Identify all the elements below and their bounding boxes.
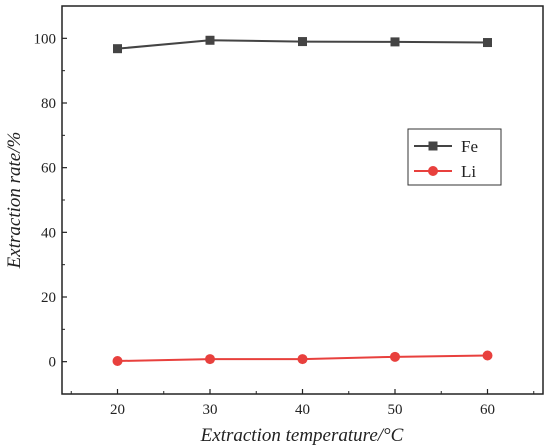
x-tick-label: 60 (480, 402, 495, 418)
series-layer (112, 35, 493, 367)
x-tick-label: 20 (110, 402, 125, 418)
series-fe-point (298, 37, 307, 47)
x-tick-label: 40 (295, 402, 310, 418)
series-li-point (390, 351, 400, 362)
series-li-point (205, 354, 215, 365)
y-tick-label: 60 (41, 161, 56, 177)
y-tick-label: 80 (41, 96, 56, 112)
series-fe-point (390, 37, 400, 47)
legend-label: Fe (461, 137, 478, 156)
x-tick-label: 50 (388, 402, 403, 418)
legend-swatch-marker (428, 141, 438, 151)
plot-frame (61, 5, 544, 395)
series-fe-point (113, 44, 122, 54)
legend-item-li: Li (414, 162, 476, 181)
x-axis-title: Extraction temperature/°C (200, 425, 404, 446)
series-li-point (297, 354, 308, 365)
legend-swatch-marker (428, 166, 438, 176)
y-axis-title: Extraction rate/% (4, 132, 25, 270)
y-tick-label: 40 (41, 225, 56, 241)
series-fe-point (483, 38, 492, 48)
legend-item-fe: Fe (414, 137, 478, 156)
y-tick-label: 20 (41, 290, 56, 306)
series-fe (113, 35, 492, 54)
legend: Fe Li (407, 128, 502, 186)
axes: 0 20 40 60 80 100 20 30 40 50 60 (34, 5, 535, 418)
legend-label: Li (461, 162, 476, 181)
x-tick-label: 30 (203, 402, 218, 418)
series-li-point (112, 356, 123, 367)
series-li (112, 350, 493, 367)
series-li-point (482, 350, 493, 361)
y-tick-label: 0 (49, 355, 57, 371)
y-tick-label: 100 (34, 31, 57, 47)
legend-box (407, 128, 502, 186)
series-fe-point (205, 35, 215, 45)
